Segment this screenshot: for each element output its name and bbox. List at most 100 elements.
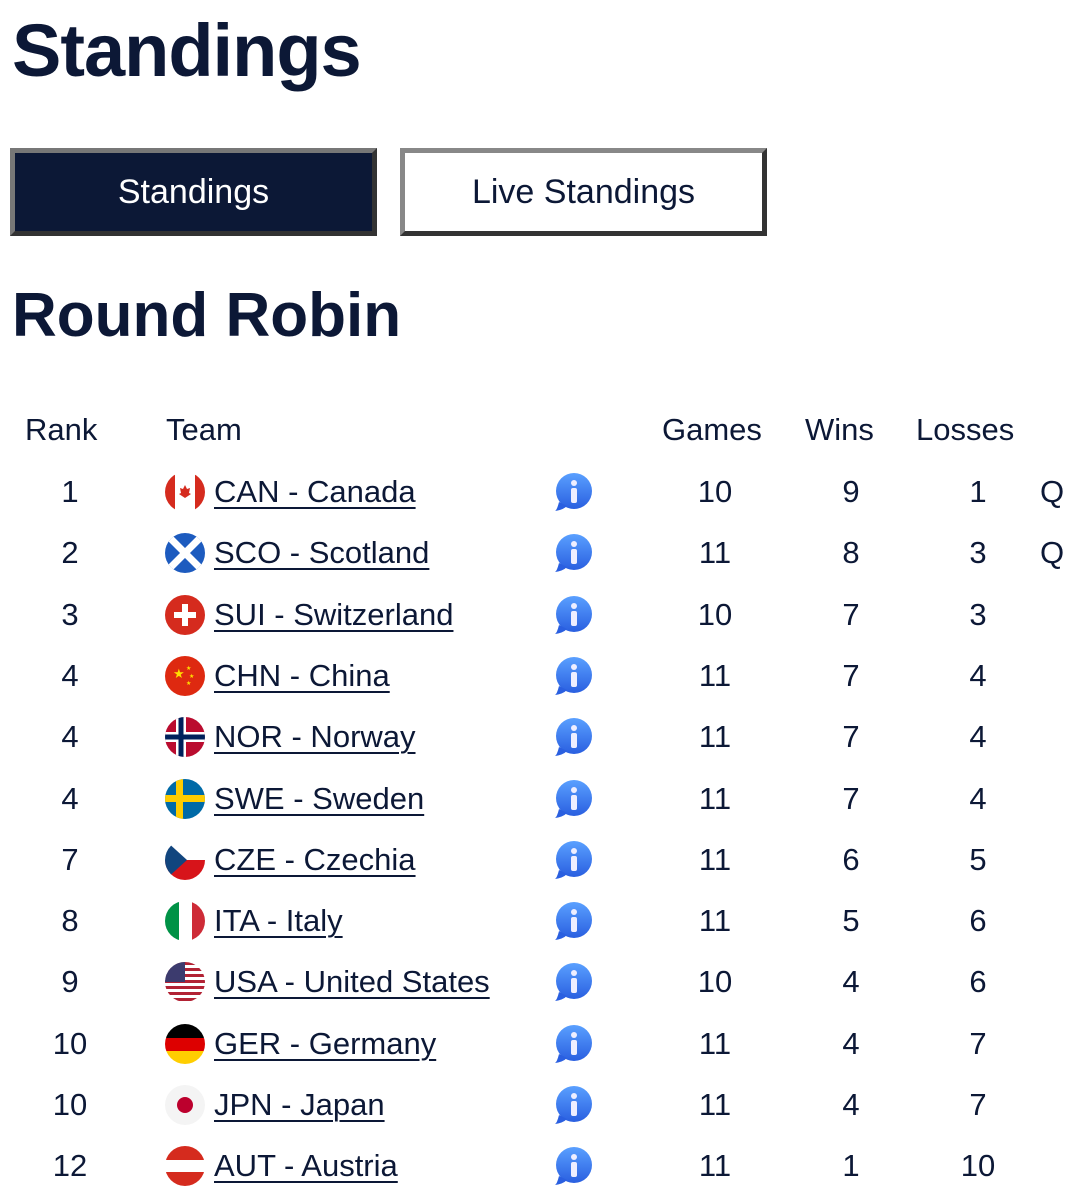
team-link[interactable]: ITA - Italy [214,903,343,939]
losses: 3 [969,535,987,571]
info-icon[interactable] [553,962,593,1002]
rank: 8 [61,903,79,939]
flag-icon-ger [165,1023,205,1064]
team-link[interactable]: AUT - Austria [214,1148,398,1184]
table-row: 3 SUI - Switzerland 10 7 3 [0,585,1080,645]
rank: 10 [52,1025,88,1061]
flag-icon-jpn [165,1085,205,1125]
team-link[interactable]: SWE - Sweden [214,780,425,816]
losses: 4 [969,780,987,816]
games: 11 [698,1087,732,1122]
games: 11 [698,657,732,693]
games: 10 [697,474,733,509]
info-icon[interactable] [553,1024,593,1064]
info-icon[interactable] [553,901,593,941]
losses: 4 [969,719,987,755]
header-wins: Wins [805,412,874,447]
team-link[interactable]: SUI - Switzerland [214,596,454,632]
rank: 7 [61,841,79,877]
team-link[interactable]: GER - Germany [214,1025,437,1061]
info-icon[interactable] [553,779,593,819]
team-link[interactable]: NOR - Norway [214,719,416,755]
flag-icon-sui [165,594,205,635]
table-row: 7 CZE - Czechia 11 6 5 [0,830,1080,890]
games: 11 [698,903,732,939]
section-title: Round Robin [12,281,402,350]
team-link[interactable]: USA - United States [214,964,490,1000]
rank: 2 [61,535,79,571]
losses: 1 [969,474,987,509]
info-icon[interactable] [553,656,593,696]
tab-standings[interactable]: Standings [10,148,377,236]
losses: 7 [969,1025,987,1061]
losses: 3 [969,596,987,632]
rank: 4 [61,780,79,816]
table-row: 4 SWE - Sweden 11 7 4 [0,769,1080,829]
flag-icon-can [165,472,205,512]
svg-text:★: ★ [186,665,191,672]
rank: 10 [52,1087,88,1122]
wins: 5 [842,903,860,939]
header-rank: Rank [25,412,98,447]
flag-icon-sco [165,533,205,574]
table-row: 1 CAN - Canada 10 9 1 Q [0,462,1080,522]
team-link[interactable]: CAN - Canada [214,474,416,509]
games: 11 [698,1025,732,1061]
team-link[interactable]: CZE - Czechia [214,841,416,877]
rank: 4 [61,719,79,755]
games: 11 [698,719,732,755]
losses: 10 [960,1148,996,1184]
info-icon[interactable] [553,1085,593,1125]
rank: 4 [61,657,79,693]
losses: 5 [969,841,987,877]
wins: 1 [842,1148,860,1184]
rank: 9 [61,964,79,1000]
team-link[interactable]: CHN - China [214,657,390,693]
svg-text:★: ★ [173,666,185,681]
losses: 6 [969,964,987,1000]
wins: 7 [842,719,860,755]
team-link[interactable]: SCO - Scotland [214,535,430,571]
flag-icon-ita [165,901,205,942]
wins: 7 [842,596,860,632]
qualified-marker: Q [1040,474,1065,509]
tab-live-standings[interactable]: Live Standings [400,148,767,236]
flag-icon-swe [165,778,205,819]
table-row: 12 AUT - Austria 11 1 10 [0,1136,1080,1196]
flag-icon-chn: ★ ★ ★ ★ [165,655,205,696]
table-row: 10 JPN - Japan 11 4 7 [0,1075,1080,1135]
table-row: 10 GER - Germany 11 4 7 [0,1014,1080,1074]
losses: 6 [969,903,987,939]
games: 10 [697,964,733,1000]
games: 11 [698,780,732,816]
info-icon[interactable] [553,533,593,573]
table-row: 4 ★ ★ ★ ★ CHN - China 11 7 4 [0,646,1080,706]
flag-icon-usa [165,962,205,1003]
info-icon[interactable] [553,717,593,757]
rank: 1 [61,474,79,509]
header-team: Team [166,412,242,447]
flag-icon-nor [165,717,205,758]
team-link[interactable]: JPN - Japan [214,1087,385,1122]
wins: 8 [842,535,860,571]
info-icon[interactable] [553,472,593,512]
games: 11 [698,535,732,571]
svg-text:★: ★ [189,673,194,680]
games: 10 [697,596,733,632]
table-row: 9 USA - United States 10 4 6 [0,952,1080,1012]
info-icon[interactable] [553,595,593,635]
losses: 7 [969,1087,987,1122]
table-row: 8 ITA - Italy 11 5 6 [0,891,1080,951]
info-icon[interactable] [553,1146,593,1186]
qualified-marker: Q [1040,535,1065,571]
wins: 9 [842,474,860,509]
header-losses: Losses [916,412,1015,447]
games: 11 [698,1148,732,1184]
flag-icon-cze [165,839,205,880]
wins: 4 [842,1087,860,1122]
rank: 12 [52,1148,88,1184]
info-icon[interactable] [553,840,593,880]
losses: 4 [969,657,987,693]
header-games: Games [662,412,762,447]
table-row: 2 SCO - Scotland 11 8 3 Q [0,523,1080,583]
